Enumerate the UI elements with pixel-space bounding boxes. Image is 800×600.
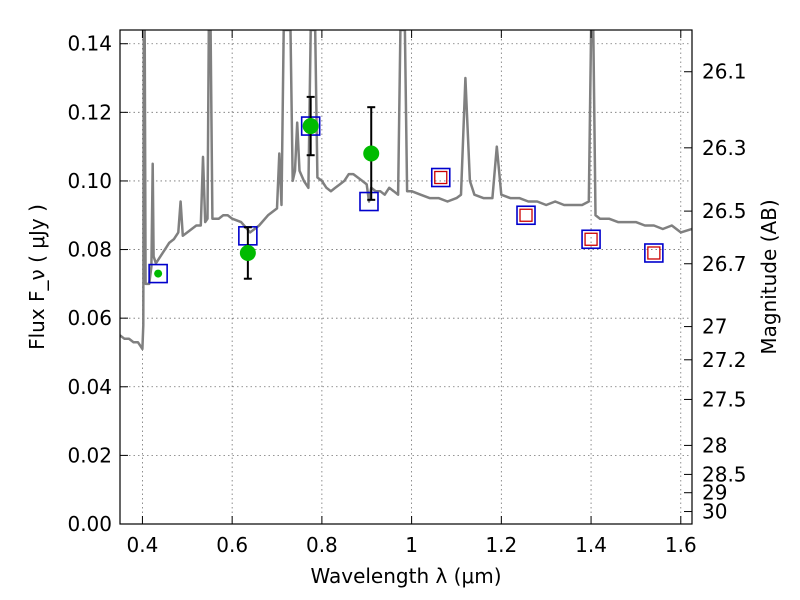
mag-tick-label: 29 (702, 481, 727, 505)
observed-flux-point (239, 244, 256, 261)
x-tick-label: 1.4 (575, 533, 607, 557)
y2-axis-label: Magnitude (AB) (757, 199, 781, 354)
mag-tick-label: 26.5 (702, 199, 747, 223)
x-axis-label: Wavelength λ (μm) (310, 564, 501, 588)
model-flux-box (516, 205, 536, 226)
y-axis-label: Flux F_ν ( μJy ) (25, 204, 49, 350)
mag-tick-label: 27 (702, 315, 727, 339)
spectrum-layer (120, 30, 692, 351)
predicted-flux-box (647, 246, 661, 260)
mag-tick-label: 28.5 (702, 462, 747, 486)
observed-flux-point (363, 145, 380, 162)
model-flux-box (359, 191, 379, 212)
mag-tick-label: 30 (702, 500, 727, 524)
tick-layer: 0.4 0.6 0.8 1 1.2 1.4 1.6 0.00 0.02 0.04 0.06 0.08 0… (67, 30, 747, 557)
y-tick-label: 0.04 (67, 375, 112, 399)
x-tick-label: 1 (405, 533, 418, 557)
x-tick-label: 1.2 (485, 533, 517, 557)
model-flux-box (644, 243, 664, 263)
y-tick-label: 0.14 (67, 32, 112, 56)
model-flux-box (581, 229, 601, 250)
predicted-flux-box (434, 170, 448, 185)
x-tick-label: 0.4 (127, 533, 159, 557)
y-tick-label: 0.02 (67, 443, 112, 467)
x-tick-label: 0.6 (216, 533, 248, 557)
observed-flux-point (302, 118, 319, 135)
y-tick-label: 0.00 (67, 512, 112, 536)
predicted-flux-box (519, 208, 533, 222)
mag-tick-label: 27.2 (702, 348, 747, 372)
mag-tick-label: 26.1 (702, 60, 747, 84)
mag-tick-label: 26.7 (702, 252, 747, 276)
mag-tick-label: 26.3 (702, 136, 747, 160)
y-tick-label: 0.06 (67, 306, 112, 330)
plot-frame (119, 29, 693, 525)
mag-tick-label: 27.5 (702, 387, 747, 411)
y-tick-label: 0.10 (67, 169, 112, 193)
observed-flux-point (154, 269, 163, 278)
marker-layer (148, 95, 664, 284)
y-tick-label: 0.12 (67, 100, 112, 124)
model-flux-box (148, 263, 168, 284)
model-spectrum-line (120, 30, 692, 351)
y-tick-label: 0.08 (67, 238, 112, 262)
x-tick-label: 1.6 (665, 533, 697, 557)
predicted-flux-box (584, 232, 598, 246)
x-tick-label: 0.8 (306, 533, 338, 557)
model-flux-box (430, 167, 451, 188)
mag-tick-label: 28 (702, 433, 727, 457)
